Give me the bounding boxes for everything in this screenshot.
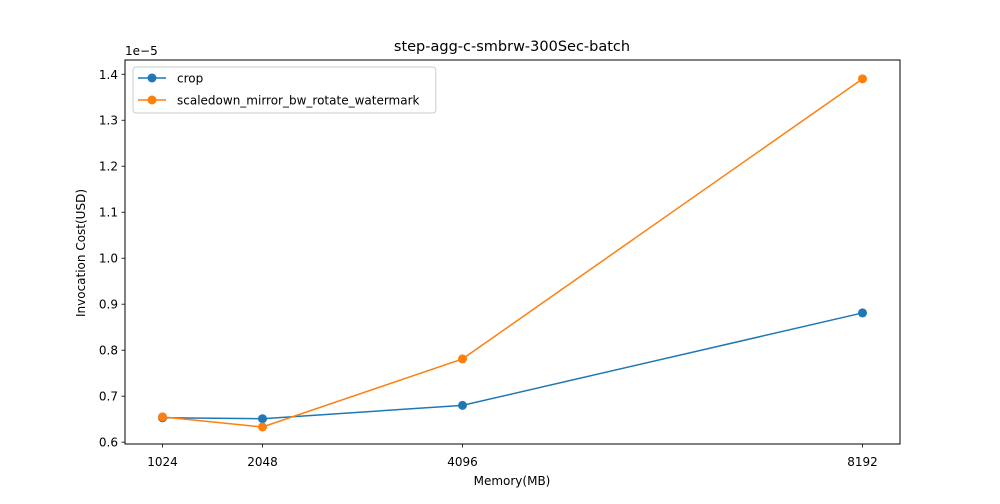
plot-area [158, 74, 867, 432]
legend-label: scaledown_mirror_bw_rotate_watermark [177, 94, 420, 108]
chart-title: step-agg-c-smbrw-300Sec-batch [394, 39, 630, 55]
legend-marker [147, 95, 157, 105]
y-tick-label: 0.6 [99, 436, 118, 450]
y-axis: 0.6 0.7 0.8 0.9 1.0 1.1 1.2 1.3 1.4 [99, 68, 125, 450]
data-point [258, 422, 267, 432]
y-tick-label: 0.7 [99, 390, 118, 404]
y-tick-label: 1.3 [99, 114, 118, 128]
data-point [458, 400, 467, 410]
x-tick-label: 8192 [847, 455, 878, 469]
plot-frame [124, 59, 901, 445]
legend: crop scaledown_mirror_bw_rotate_watermark [132, 66, 437, 114]
y-tick-label: 0.9 [99, 298, 118, 312]
x-tick-label: 2048 [247, 455, 278, 469]
series-line-0 [162, 312, 863, 420]
y-tick-label: 0.8 [99, 344, 118, 358]
data-point [458, 354, 467, 364]
data-point [858, 74, 867, 84]
data-point [858, 308, 867, 318]
y-tick-label: 1.1 [99, 206, 118, 220]
legend-box [132, 66, 437, 114]
x-axis-label: Memory(MB) [474, 474, 551, 488]
data-point [158, 412, 167, 422]
legend-label: crop [177, 72, 203, 86]
y-tick-label: 1.2 [99, 160, 118, 174]
data-point [258, 414, 267, 424]
x-tick-label: 1024 [147, 455, 178, 469]
y-axis-label: Invocation Cost(USD) [74, 189, 88, 317]
legend-marker [147, 73, 157, 83]
y-tick-label: 1.0 [99, 252, 118, 266]
x-tick-label: 4096 [447, 455, 478, 469]
x-axis: 1024 2048 4096 8192 [147, 444, 878, 469]
y-tick-label: 1.4 [99, 68, 118, 82]
y-offset-label: 1e−5 [125, 44, 158, 58]
series-line-1 [162, 78, 863, 428]
